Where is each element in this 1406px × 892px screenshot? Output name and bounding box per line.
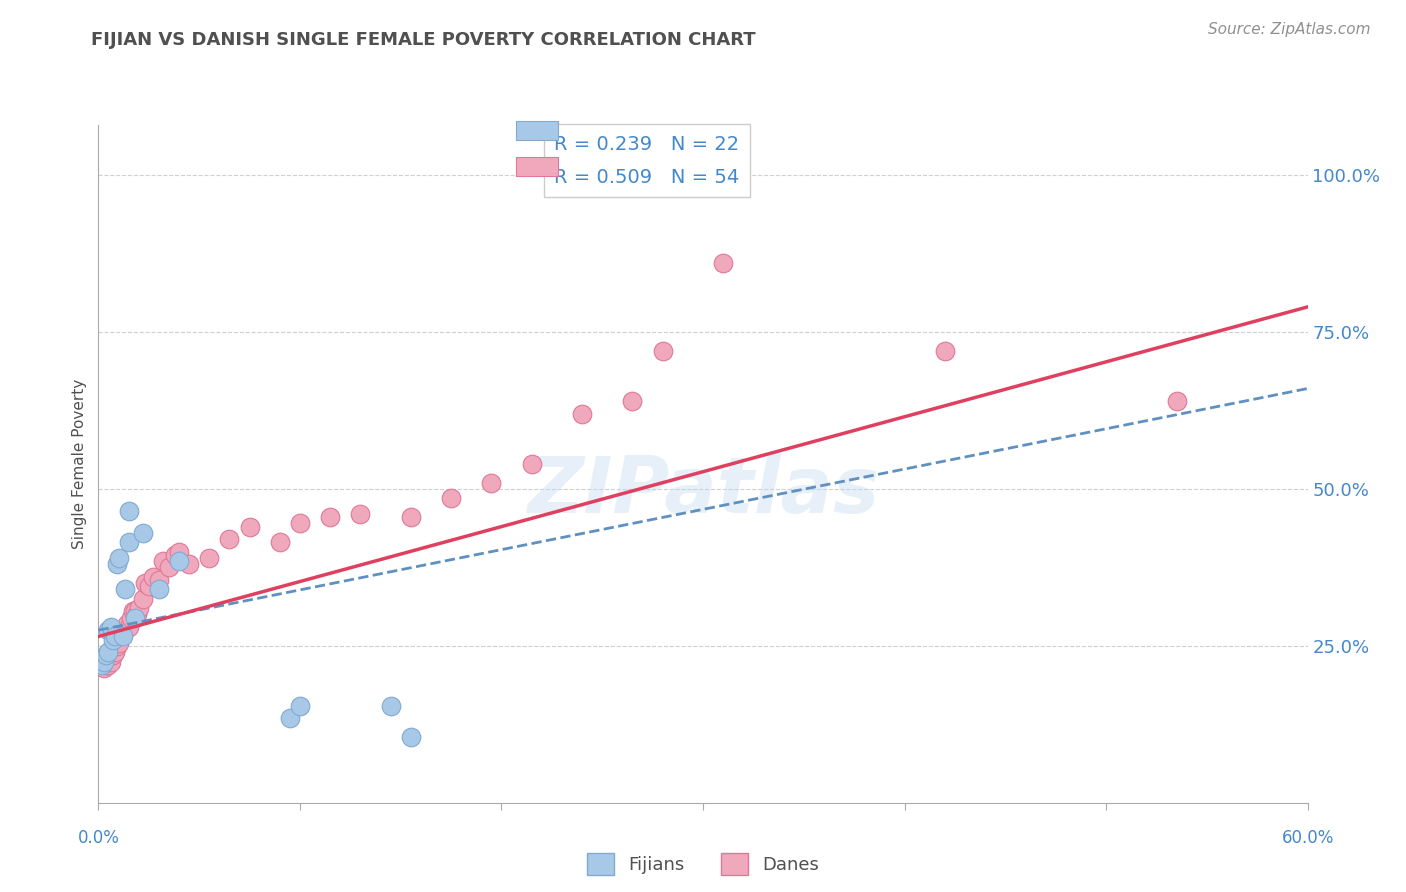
Text: R = 0.239   N = 22
R = 0.509   N = 54: R = 0.239 N = 22 R = 0.509 N = 54 [554,135,740,186]
Danes [349,507,371,521]
Danes [288,516,311,531]
Text: Source: ZipAtlas.com: Source: ZipAtlas.com [1208,22,1371,37]
Fijians [107,551,129,566]
Danes [167,545,190,559]
Fijians [124,610,146,624]
Fijians [118,504,141,518]
Danes [218,532,240,546]
Danes [152,554,174,568]
Danes [111,626,134,640]
Danes [520,457,543,471]
Danes [269,535,291,549]
Danes [114,623,136,637]
Danes [118,620,141,634]
Danes [100,642,122,657]
Fijians [101,632,124,647]
Danes [100,655,122,669]
Fijians [148,582,170,597]
Danes [101,648,124,663]
Fijians [93,655,115,669]
Danes [157,560,180,574]
Danes [96,651,118,665]
FancyBboxPatch shape [516,157,558,177]
Fijians [91,657,114,672]
Danes [651,343,673,358]
Fijians [97,645,120,659]
Danes [91,655,114,669]
Danes [179,558,201,572]
Danes [103,636,125,650]
Danes [319,510,342,524]
Danes [124,604,146,618]
Text: FIJIAN VS DANISH SINGLE FEMALE POVERTY CORRELATION CHART: FIJIAN VS DANISH SINGLE FEMALE POVERTY C… [91,31,756,49]
Danes [571,407,593,421]
Danes [440,491,463,506]
Danes [115,616,138,631]
Fijians [118,535,141,549]
Fijians [105,558,128,572]
Fijians [278,711,301,725]
Danes [239,519,262,533]
Fijians [132,525,155,540]
Fijians [114,582,136,597]
Danes [93,661,115,675]
Danes [110,626,132,640]
Text: 0.0%: 0.0% [77,829,120,847]
Y-axis label: Single Female Poverty: Single Female Poverty [72,379,87,549]
Danes [132,591,155,606]
Danes [97,657,120,672]
Fijians [288,698,311,713]
Fijians [399,730,422,744]
FancyBboxPatch shape [516,121,558,140]
Danes [121,604,143,618]
Danes [97,651,120,665]
Legend: Fijians, Danes: Fijians, Danes [579,846,827,882]
Danes [138,579,160,593]
Danes [120,610,142,624]
Text: 60.0%: 60.0% [1281,829,1334,847]
Danes [107,630,129,644]
Fijians [111,630,134,644]
Danes [934,343,956,358]
Danes [125,607,148,622]
Danes [128,601,150,615]
Danes [96,657,118,672]
Fijians [380,698,402,713]
Text: ZIPatlas: ZIPatlas [527,453,879,529]
Fijians [100,620,122,634]
Fijians [97,623,120,637]
Danes [481,475,503,490]
Danes [142,570,165,584]
Fijians [167,554,190,568]
Danes [399,510,422,524]
Danes [105,639,128,653]
Danes [1166,394,1188,409]
Fijians [103,630,125,644]
Danes [198,551,221,566]
Danes [101,642,124,657]
Danes [621,394,644,409]
Danes [134,576,156,591]
Danes [103,645,125,659]
Fijians [96,648,118,663]
Danes [107,636,129,650]
Danes [105,632,128,647]
Danes [148,573,170,587]
Danes [93,651,115,665]
Danes [163,548,186,562]
Danes [711,256,734,270]
